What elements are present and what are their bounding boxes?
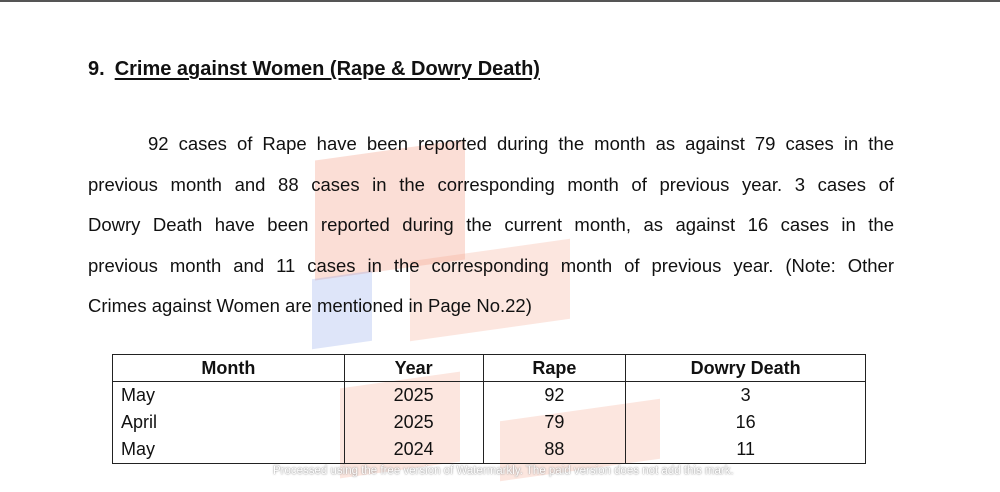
cell-month: April [112, 409, 345, 436]
column-header-rape: Rape [482, 354, 627, 382]
cell-rape: 88 [482, 436, 627, 464]
summary-paragraph: 92 cases of Rape have been reported duri… [88, 124, 894, 327]
column-header-dowry-death: Dowry Death [625, 354, 866, 382]
section-number: 9. [88, 58, 105, 80]
cell-rape: 79 [482, 409, 627, 436]
cell-year: 2025 [343, 409, 484, 436]
paragraph-line: Crimes against Women are mentioned in Pa… [88, 295, 532, 316]
top-rule [0, 0, 1000, 2]
cell-year: 2024 [343, 436, 484, 464]
column-header-year: Year [343, 354, 484, 382]
section-title: Crime against Women (Rape & Dowry Death) [114, 58, 540, 80]
paragraph-line: Dowry Death have been reported during th… [88, 214, 894, 235]
table-row: May 2024 88 11 [112, 436, 866, 464]
paragraph-line: previous month and 11 cases in the corre… [88, 254, 894, 276]
crime-table: Month Year Rape Dowry Death May 2025 92 … [112, 354, 866, 464]
cell-dowry-death: 11 [625, 436, 866, 464]
table-header-row: Month Year Rape Dowry Death [112, 354, 866, 382]
column-header-month: Month [112, 354, 345, 382]
paragraph-line: previous month and 88 cases in the corre… [88, 173, 894, 195]
table-row: May 2025 92 3 [112, 381, 866, 409]
table-row: April 2025 79 16 [112, 409, 866, 436]
cell-rape: 92 [482, 381, 627, 409]
cell-month: May [112, 436, 345, 464]
paragraph-line: 92 cases of Rape have been reported duri… [148, 133, 894, 154]
cell-dowry-death: 16 [625, 409, 866, 436]
watermark-text: Processed using the free version of Wate… [273, 465, 734, 477]
section-heading: 9. Crime against Women (Rape & Dowry Deat… [88, 58, 540, 81]
cell-month: May [112, 381, 345, 409]
cell-dowry-death: 3 [625, 381, 866, 409]
cell-year: 2025 [343, 381, 484, 409]
